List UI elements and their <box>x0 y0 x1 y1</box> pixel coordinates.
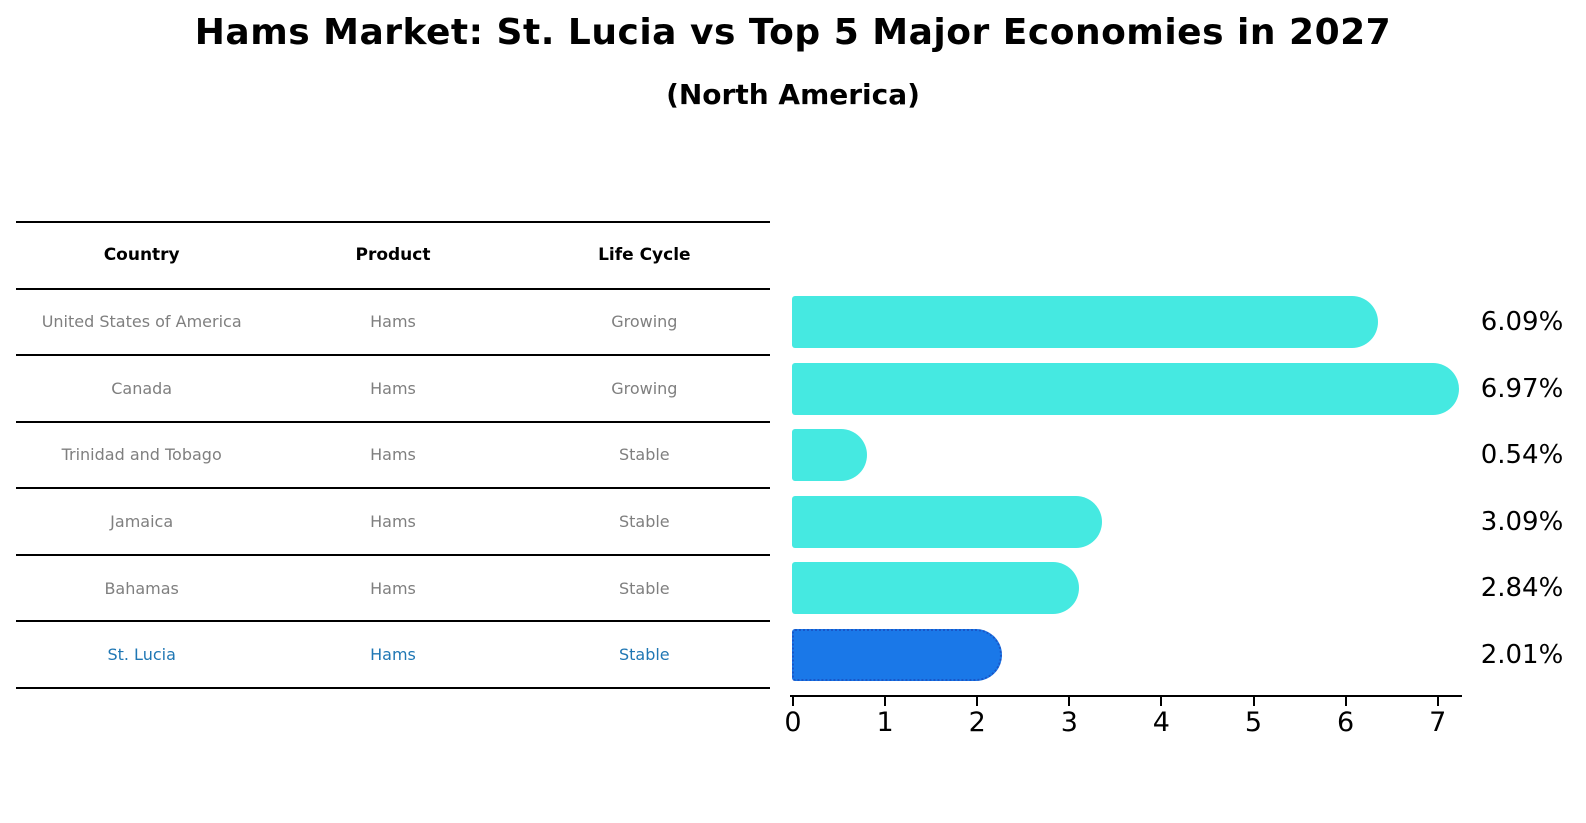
cell-product: Hams <box>370 378 416 398</box>
bar-value-label: 6.97% <box>1480 373 1564 404</box>
x-axis-tick-label: 0 <box>784 707 802 738</box>
column-header-life-cycle: Life Cycle <box>598 245 691 266</box>
bar <box>792 562 1079 615</box>
bar-value-label: 6.09% <box>1480 307 1564 337</box>
cell-product: Hams <box>370 445 416 465</box>
cell-country: Bahamas <box>104 578 179 598</box>
x-axis-tick-label: 3 <box>1060 707 1078 738</box>
cell-life-cycle: Stable <box>618 578 670 598</box>
column-header-country: Country <box>103 245 180 266</box>
table-row: Canada Hams Growing <box>16 354 770 421</box>
cell-life-cycle: Growing <box>611 312 678 332</box>
cell-country: United States of America <box>41 312 242 332</box>
comparison-table: Country Product Life Cycle United States… <box>16 221 770 689</box>
table-row: St. Lucia Hams Stable <box>16 620 770 687</box>
x-axis-tick <box>976 697 979 706</box>
x-axis-tick <box>1436 697 1439 706</box>
cell-product: Hams <box>370 512 416 532</box>
x-axis-line <box>790 695 1462 697</box>
table-row: Jamaica Hams Stable <box>16 487 770 554</box>
x-axis-tick <box>1252 697 1255 706</box>
x-axis-tick-label: 4 <box>1152 707 1170 738</box>
table-row: Trinidad and Tobago Hams Stable <box>16 420 770 488</box>
bar-value-label: 2.01% <box>1480 640 1564 670</box>
bar <box>792 429 867 482</box>
x-axis-tick <box>1160 697 1163 706</box>
bar <box>792 495 1102 548</box>
bar <box>792 362 1459 415</box>
bar <box>792 296 1378 348</box>
cell-country: Trinidad and Tobago <box>61 445 222 465</box>
x-axis-tick-label: 5 <box>1244 707 1263 738</box>
table-row: United States of America Hams Growing <box>16 287 770 355</box>
bar-value-label: 0.54% <box>1480 440 1564 471</box>
x-axis-tick-label: 2 <box>968 707 986 738</box>
cell-life-cycle: Stable <box>618 645 670 665</box>
chart-title: Hams Market: St. Lucia vs Top 5 Major Ec… <box>194 12 1392 53</box>
table-row: Bahamas Hams Stable <box>16 553 770 621</box>
cell-country: Canada <box>111 378 173 398</box>
cell-product: Hams <box>370 312 416 332</box>
cell-product: Hams <box>370 645 416 665</box>
table-header-row: Country Product Life Cycle <box>16 221 770 288</box>
x-axis-tick <box>1068 697 1071 706</box>
chart-subtitle: (North America) <box>666 78 920 111</box>
x-axis-tick <box>792 697 794 706</box>
x-axis-tick-label: 6 <box>1337 707 1355 738</box>
table-body: United States of America Hams Growing Canad… <box>16 287 770 687</box>
cell-life-cycle: Stable <box>618 445 670 465</box>
cell-country: Jamaica <box>110 512 174 532</box>
bar-highlight-st-lucia <box>792 629 1003 681</box>
x-axis-tick <box>884 697 887 706</box>
bar-value-label: 3.09% <box>1480 506 1564 537</box>
cell-life-cycle: Growing <box>611 378 678 398</box>
cell-life-cycle: Stable <box>618 512 670 532</box>
bar-value-label: 2.84% <box>1480 573 1564 604</box>
cell-product: Hams <box>370 578 416 598</box>
cell-country: St. Lucia <box>107 645 176 665</box>
x-axis-tick-label: 7 <box>1429 707 1447 738</box>
column-header-product: Product <box>355 245 431 266</box>
x-axis-tick <box>1344 697 1347 706</box>
x-axis-tick-label: 1 <box>876 707 894 738</box>
